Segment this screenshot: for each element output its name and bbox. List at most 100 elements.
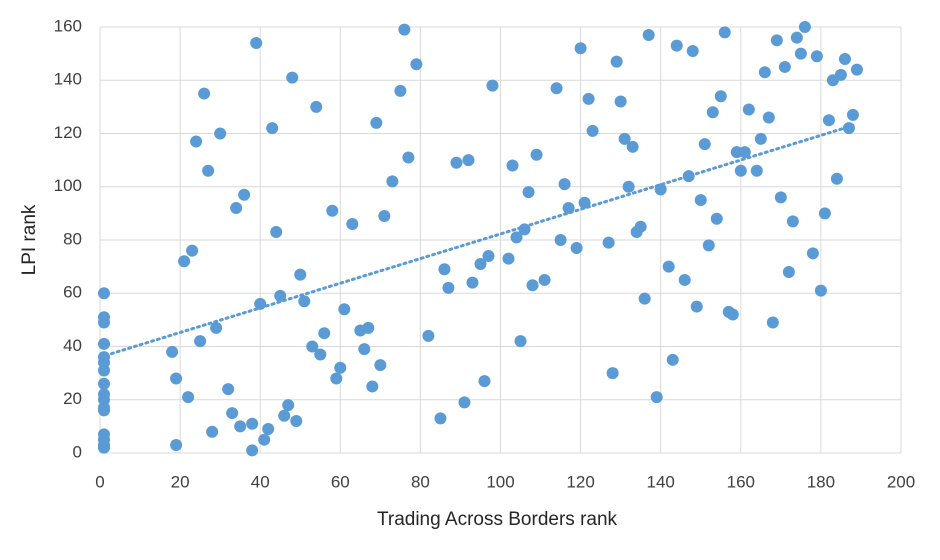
point	[666, 353, 679, 366]
y-tick-label: 0	[73, 442, 82, 461]
point	[618, 132, 631, 145]
point	[762, 111, 775, 124]
point	[238, 188, 251, 201]
y-axis-label: LPI rank	[19, 204, 40, 275]
point	[462, 154, 475, 167]
point	[510, 231, 523, 244]
y-tick-label: 40	[63, 336, 82, 355]
point	[502, 252, 515, 265]
x-tick-label: 80	[411, 472, 430, 491]
point	[706, 106, 719, 119]
point	[338, 303, 351, 316]
point	[394, 84, 407, 97]
point	[726, 308, 739, 321]
point	[294, 268, 307, 281]
point	[582, 92, 595, 105]
y-tick-label: 80	[63, 229, 82, 248]
point	[606, 367, 619, 380]
point	[806, 247, 819, 260]
point	[290, 415, 303, 428]
point	[314, 348, 327, 361]
point	[798, 21, 811, 33]
point	[98, 441, 111, 454]
point	[186, 244, 199, 257]
point	[458, 396, 471, 409]
point	[230, 202, 243, 215]
point	[602, 236, 615, 249]
point	[614, 95, 627, 108]
point	[846, 108, 859, 121]
point	[326, 204, 339, 217]
point	[830, 172, 843, 185]
point	[222, 383, 235, 396]
point	[538, 273, 551, 286]
y-tick-label: 160	[54, 16, 82, 35]
point	[794, 47, 807, 60]
point	[610, 55, 623, 68]
point	[486, 79, 499, 92]
point	[838, 52, 851, 65]
point	[814, 284, 827, 297]
point	[718, 26, 731, 39]
point	[358, 343, 371, 356]
point	[366, 380, 379, 393]
point	[766, 316, 779, 329]
point	[790, 31, 803, 44]
point	[98, 377, 111, 390]
point	[98, 316, 111, 329]
point	[514, 335, 527, 348]
point	[166, 345, 179, 358]
point	[554, 234, 567, 246]
point	[262, 423, 275, 436]
point	[310, 100, 323, 113]
point	[278, 409, 291, 422]
point	[246, 444, 259, 457]
point	[194, 335, 207, 348]
point	[710, 212, 723, 225]
point	[198, 87, 211, 100]
point	[478, 375, 491, 388]
point	[178, 255, 191, 268]
point	[818, 207, 831, 220]
x-tick-label: 160	[727, 472, 755, 491]
point	[346, 218, 359, 231]
x-tick-label: 180	[807, 472, 835, 491]
y-tick-label: 140	[54, 70, 82, 89]
point	[650, 391, 663, 404]
point	[362, 321, 375, 334]
point	[482, 249, 495, 262]
x-axis-label: Trading Across Borders rank	[377, 509, 618, 530]
point	[438, 263, 451, 276]
point	[834, 68, 847, 81]
point	[678, 273, 691, 286]
point	[246, 417, 259, 430]
y-tick-label: 60	[63, 283, 82, 302]
point	[450, 156, 463, 169]
point	[742, 103, 755, 116]
point	[626, 140, 639, 153]
point	[250, 36, 263, 49]
point	[206, 425, 219, 438]
point	[734, 164, 747, 177]
point	[698, 138, 711, 151]
point	[774, 191, 787, 204]
x-tick-label: 40	[251, 472, 270, 491]
point	[702, 239, 715, 252]
x-tick-label: 20	[171, 472, 190, 491]
x-tick-label: 0	[95, 472, 104, 491]
point	[642, 28, 655, 41]
point	[526, 279, 539, 292]
point	[306, 340, 319, 353]
point	[670, 39, 683, 52]
point	[686, 44, 699, 57]
x-tick-label: 140	[647, 472, 675, 491]
point	[694, 194, 707, 207]
point	[714, 90, 727, 103]
point	[782, 265, 795, 278]
point	[850, 63, 863, 76]
point	[758, 66, 771, 79]
point	[690, 300, 703, 313]
point	[258, 433, 271, 446]
point	[202, 164, 215, 177]
